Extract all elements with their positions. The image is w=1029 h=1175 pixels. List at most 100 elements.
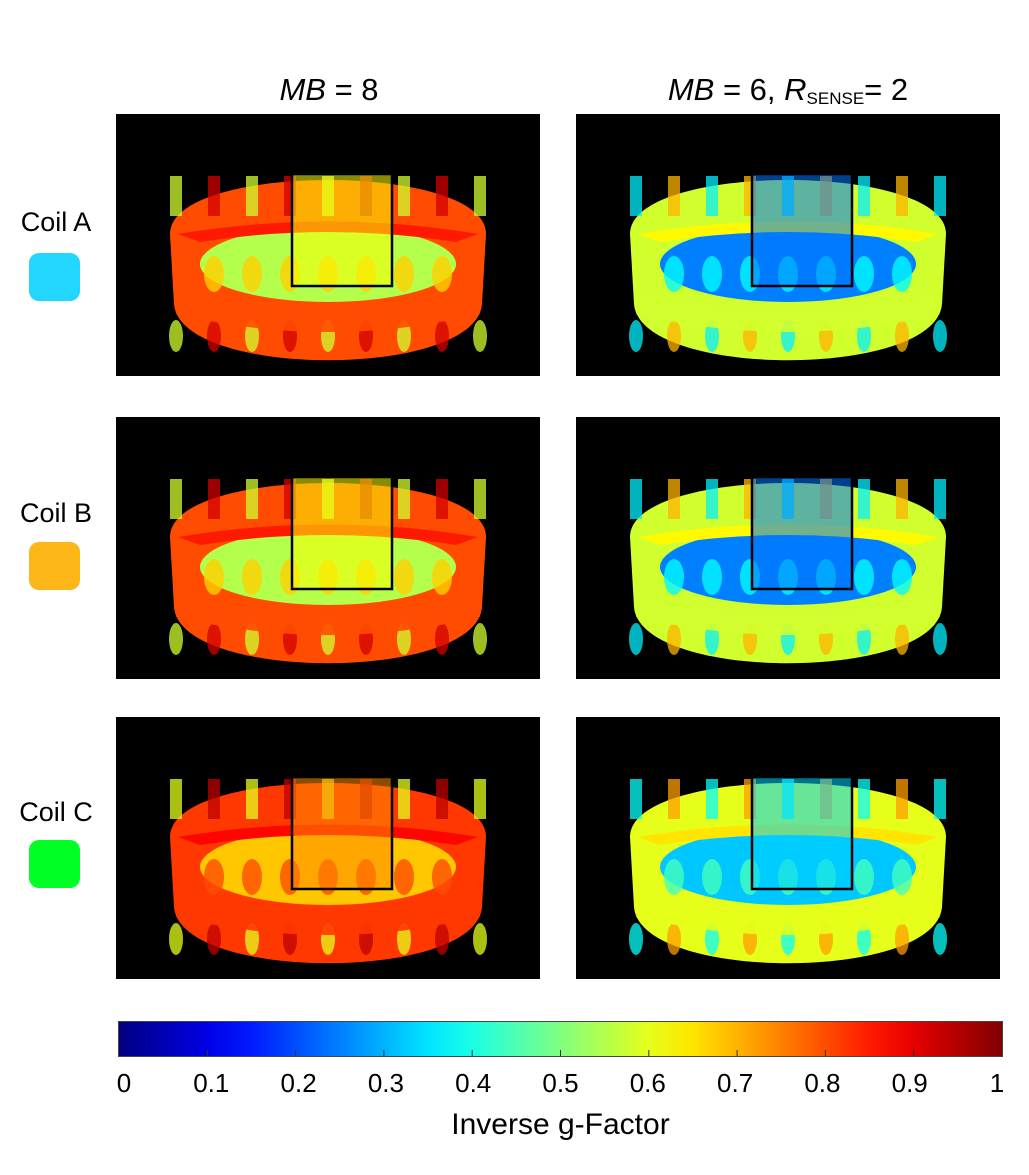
band-spot (892, 859, 912, 895)
band-spot (702, 256, 722, 292)
colorbar-tick-label: 0.8 (804, 1068, 841, 1098)
row-label-coil-a: Coil A (20, 207, 92, 237)
lower-ring (636, 299, 940, 332)
stripe-top (630, 479, 642, 519)
stripe-top (630, 779, 642, 819)
band-spot (432, 559, 452, 595)
stripe-top (208, 479, 220, 519)
stripe-bottom (705, 320, 719, 352)
band-spot (242, 256, 262, 292)
roi-box (290, 775, 394, 891)
colorbar-tick-label: 0.5 (542, 1068, 579, 1098)
stripe-bottom (629, 320, 643, 352)
stripe-top (436, 479, 448, 519)
stripe-top (706, 176, 718, 216)
colorbar-tick-label: 0.6 (629, 1068, 666, 1098)
stripe-top (858, 779, 870, 819)
stripe-bottom (207, 320, 221, 352)
stripe-bottom (933, 923, 947, 955)
stripe-top (474, 479, 486, 519)
stripe-bottom (629, 623, 643, 655)
stripe-bottom (857, 623, 871, 655)
colorbar-tick-label: 0.7 (717, 1068, 754, 1098)
band-spot (854, 859, 874, 895)
stripe-bottom (245, 320, 259, 352)
coil-a-swatch (29, 253, 80, 301)
mb-eq: = 8 (325, 72, 379, 107)
stripe-top (436, 176, 448, 216)
stripe-top (398, 479, 410, 519)
stripe-bottom (933, 320, 947, 352)
band-spot (204, 559, 224, 595)
band-spot (394, 559, 414, 595)
stripe-top (246, 779, 258, 819)
band-spot (892, 559, 912, 595)
gmap-coil-b-mb8 (116, 417, 540, 679)
stripe-bottom (705, 623, 719, 655)
stripe-top (630, 176, 642, 216)
roi-box (750, 172, 854, 288)
lower-ring (176, 902, 480, 935)
gmap-coil-a-mb8 (116, 114, 540, 376)
roi-fill (292, 477, 392, 589)
lower-ring (176, 602, 480, 635)
r-subscript: SENSE (806, 89, 865, 108)
band-spot (664, 859, 684, 895)
stripe-top (896, 176, 908, 216)
stripe-top (668, 176, 680, 216)
row-label-coil-c: Coil C (19, 797, 93, 827)
gmap-coil-a-mb6 (576, 114, 1000, 376)
coil-b-swatch (29, 542, 80, 590)
roi-fill (292, 777, 392, 889)
band-spot (702, 559, 722, 595)
stripe-top (208, 779, 220, 819)
roi-box (290, 475, 394, 591)
gmap-coil-c-mb8 (116, 717, 540, 979)
stripe-top (934, 779, 946, 819)
stripe-bottom (169, 320, 183, 352)
column-header-mb8: MB = 8 (118, 72, 540, 108)
roi-fill (752, 174, 852, 286)
stripe-top (170, 176, 182, 216)
stripe-top (934, 479, 946, 519)
stripe-bottom (667, 923, 681, 955)
row-label-coil-b: Coil B (19, 498, 93, 528)
mb-var: MB (667, 72, 715, 107)
lower-ring (636, 902, 940, 935)
stripe-top (474, 779, 486, 819)
stripe-top (398, 779, 410, 819)
stripe-bottom (435, 623, 449, 655)
stripe-top (474, 176, 486, 216)
colorbar-tick-label: 0.2 (280, 1068, 317, 1098)
stripe-bottom (169, 923, 183, 955)
colorbar-tick-label: 1 (989, 1068, 1005, 1098)
band-spot (664, 559, 684, 595)
stripe-top (246, 479, 258, 519)
colorbar-tick-label: 0.4 (455, 1068, 492, 1098)
band-spot (854, 256, 874, 292)
band-spot (204, 859, 224, 895)
stripe-bottom (895, 923, 909, 955)
stripe-bottom (245, 623, 259, 655)
band-spot (204, 256, 224, 292)
stripe-top (398, 176, 410, 216)
stripe-top (170, 779, 182, 819)
stripe-bottom (245, 923, 259, 955)
mb-var: MB (279, 72, 326, 107)
stripe-top (858, 176, 870, 216)
band-spot (394, 859, 414, 895)
stripe-bottom (473, 923, 487, 955)
stripe-top (934, 176, 946, 216)
stripe-bottom (207, 623, 221, 655)
roi-fill (752, 777, 852, 889)
band-spot (702, 859, 722, 895)
roi-box (750, 775, 854, 891)
stripe-bottom (397, 923, 411, 955)
r-eq: = 2 (864, 72, 909, 107)
colorbar (118, 1021, 1003, 1057)
r-var: R (784, 72, 807, 107)
stripe-bottom (397, 623, 411, 655)
stripe-bottom (473, 320, 487, 352)
roi-box (290, 172, 394, 288)
stripe-top (208, 176, 220, 216)
